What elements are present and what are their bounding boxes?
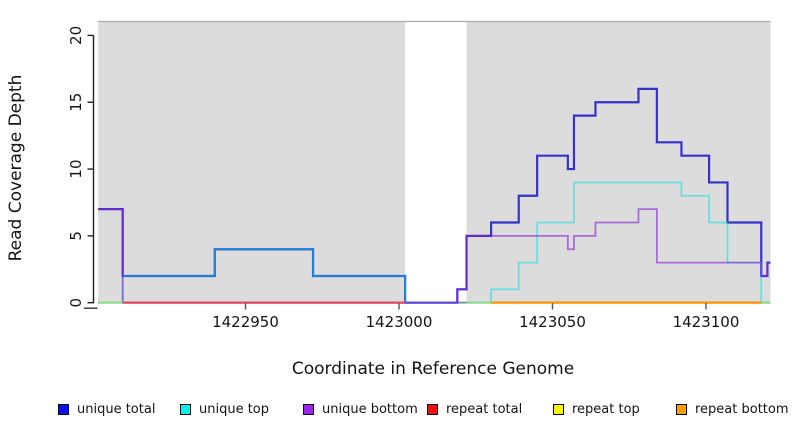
legend-swatch-unique-top	[180, 404, 191, 415]
legend-item-repeat-bottom: repeat bottom	[676, 402, 789, 417]
legend-swatch-unique-total	[58, 404, 69, 415]
legend-swatch-repeat-bottom	[676, 404, 687, 415]
legend-label: repeat bottom	[695, 402, 789, 417]
legend-swatch-repeat-top	[553, 404, 564, 415]
legend-label: unique bottom	[322, 402, 418, 417]
left-shaded-region	[98, 21, 406, 303]
y-tick-label: 0	[67, 298, 85, 308]
y-axis-title: Read Coverage Depth	[6, 74, 26, 262]
legend-label: repeat total	[446, 402, 523, 417]
series-line-unique-top	[98, 181, 771, 304]
x-tick-label: 1422950	[212, 313, 279, 331]
x-tick-label: 1423100	[673, 313, 740, 331]
legend-item-repeat-top: repeat top	[553, 402, 640, 417]
legend-item-unique-top: unique top	[180, 402, 269, 417]
legend: unique total unique top unique bottom repea…	[0, 0, 792, 417]
y-tick-label: 15	[67, 93, 85, 112]
right-shaded-region	[466, 21, 771, 303]
legend-item-unique-bottom: unique bottom	[303, 402, 418, 417]
x-tick-label: 1423050	[519, 313, 586, 331]
x-tick-label: 1423000	[366, 313, 433, 331]
y-tick-label: 20	[67, 26, 85, 45]
legend-swatch-unique-bottom	[303, 404, 314, 415]
series-line-unique-bottom	[98, 208, 771, 304]
legend-item-repeat-total: repeat total	[427, 402, 522, 417]
legend-swatch-repeat-total	[427, 404, 438, 415]
x-axis-title: Coordinate in Reference Genome	[291, 359, 575, 379]
y-tick-label: 10	[67, 160, 85, 179]
legend-label: unique total	[77, 402, 156, 417]
legend-item-unique-total: unique total	[58, 402, 155, 417]
legend-label: repeat top	[572, 402, 640, 417]
legend-label: unique top	[199, 402, 270, 417]
y-tick-label: 5	[67, 231, 85, 241]
